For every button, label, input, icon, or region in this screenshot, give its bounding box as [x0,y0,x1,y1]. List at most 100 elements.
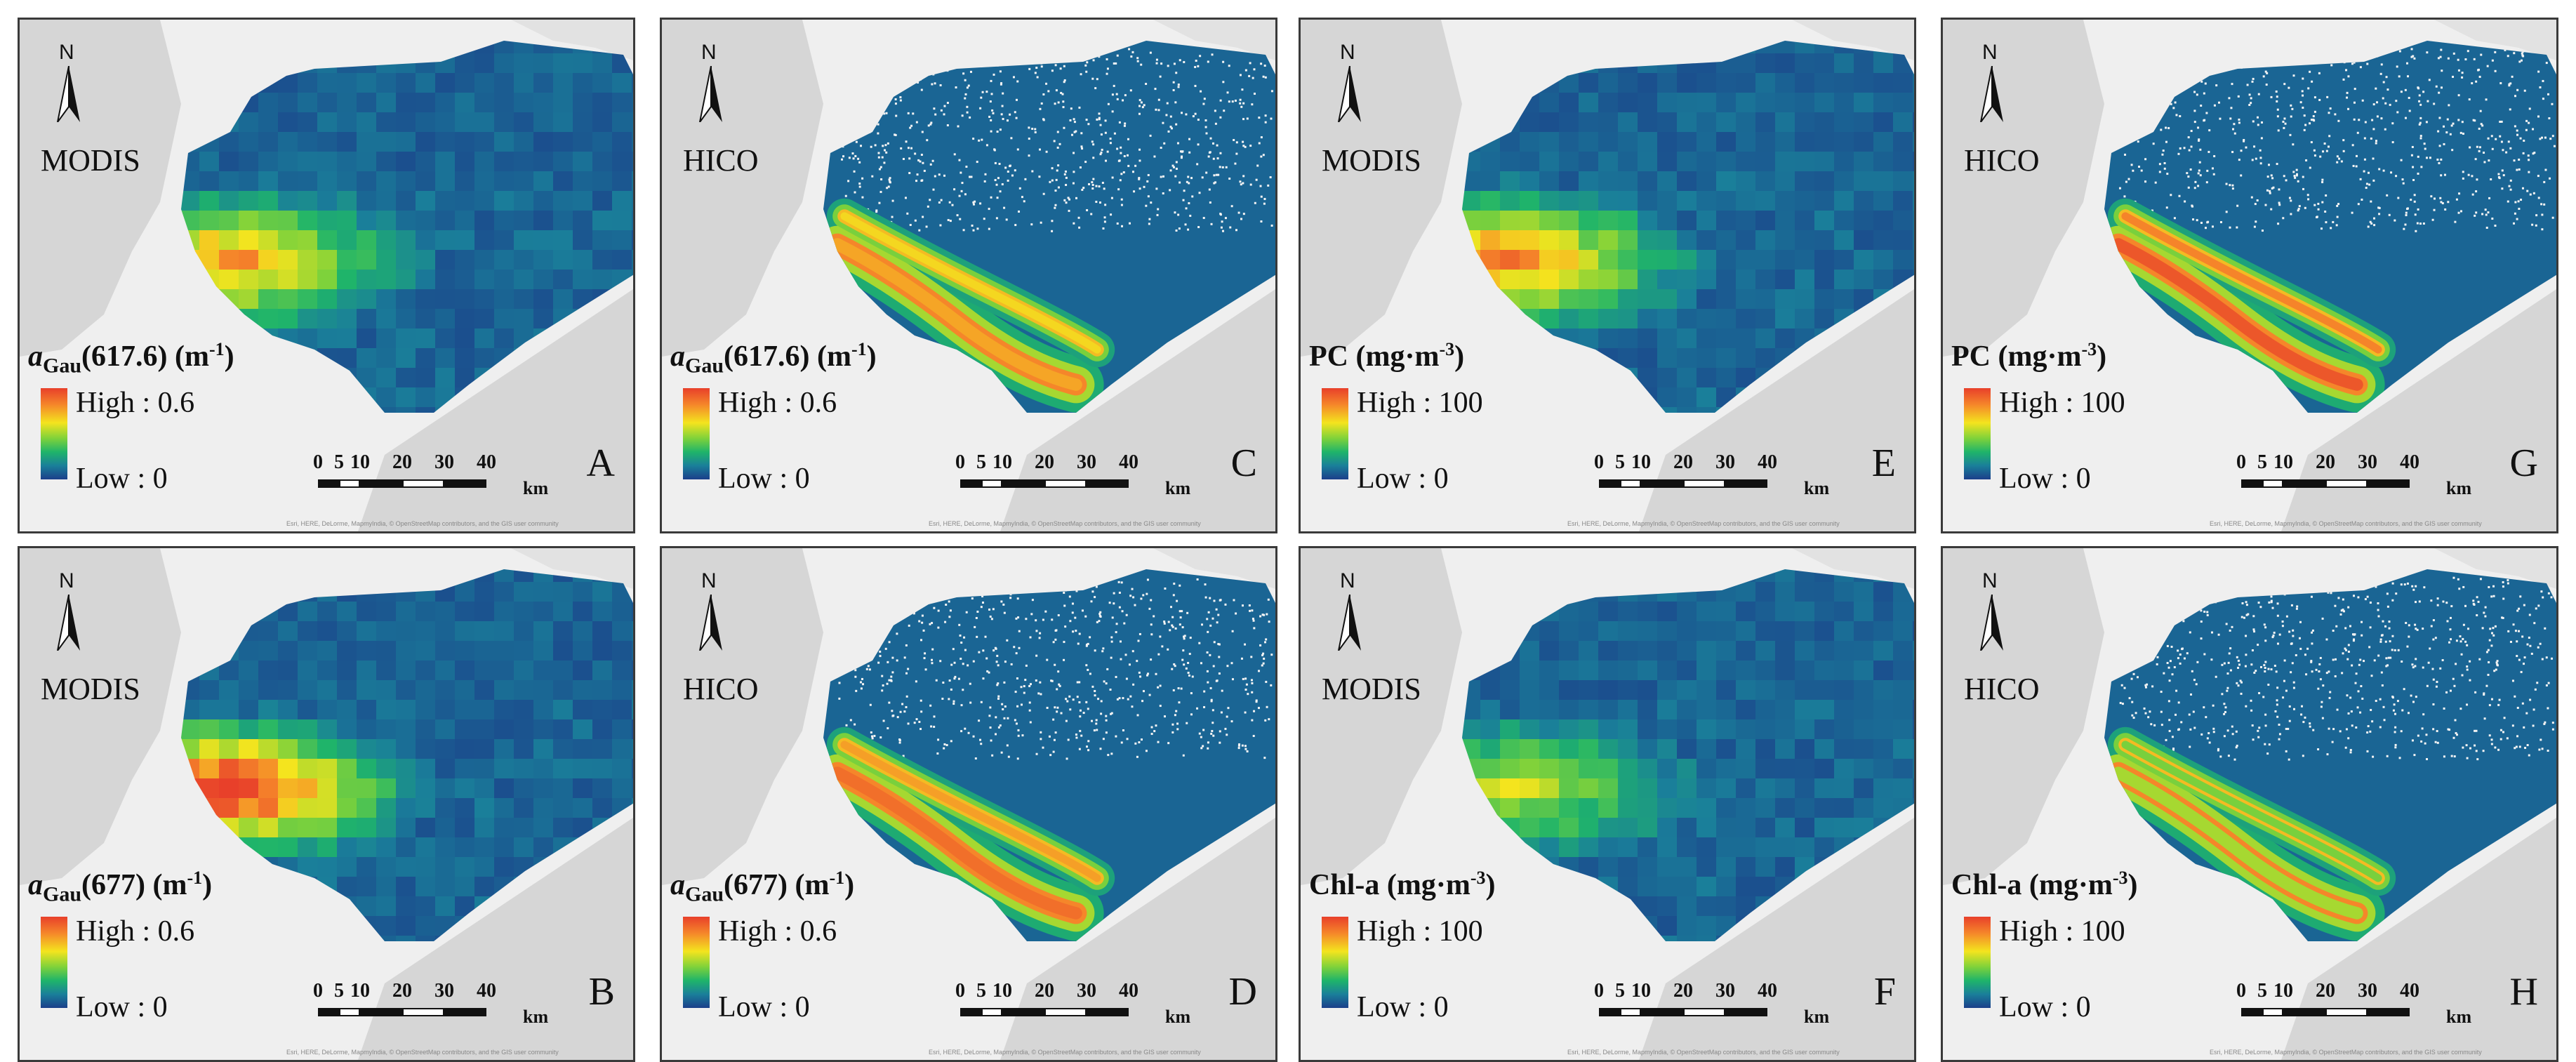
variable-subscript: Gau [43,882,82,906]
land-west [1301,548,1462,885]
scale-segment [360,1008,402,1016]
unit-exponent: -3 [1439,339,1455,359]
basemap-credit: Esri, HERE, DeLorme, MapmyIndia, © OpenS… [286,520,559,527]
scale-unit: km [1804,1007,1830,1027]
variable-units: (617.6) (m [81,340,209,373]
scale-segment [2368,479,2410,488]
map-panel-h: N HICO Chl-a (mg·m-3) High : 100 Low : 0 0 5 10… [1941,546,2558,1062]
variable-title: aGau(677) (m-1) [28,868,212,906]
panel-letter: C [1230,442,1257,485]
north-arrow-icon [1338,595,1361,651]
legend-high: High : 0.6 [76,387,195,419]
sensor-label: HICO [683,672,759,706]
legend-high: High : 100 [1357,387,1483,419]
panel-letter: E [1871,442,1896,485]
color-ramp [41,388,67,479]
scale-tick: 30 [1715,451,1735,473]
scale-tick: 5 [976,451,986,473]
legend-high: High : 100 [1357,915,1483,948]
scale-segment [444,1008,486,1016]
scale-unit: km [2446,478,2472,498]
north-label: N [59,41,74,64]
panel-letter: D [1228,970,1257,1014]
land-southeast [1000,289,1275,531]
map-canvas [1301,548,1914,1060]
variable-close: ) [224,340,234,373]
north-arrow: N [690,41,732,125]
variable-symbol: PC [1309,340,1348,373]
basemap-credit: Esri, HERE, DeLorme, MapmyIndia, © OpenS… [2210,520,2482,527]
unit-exponent: -1 [851,339,867,359]
land-west [20,548,181,885]
basemap-credit: Esri, HERE, DeLorme, MapmyIndia, © OpenS… [286,1049,559,1056]
land-northeast [1792,20,1914,60]
scale-tick: 10 [1631,451,1651,473]
variable-subscript: Gau [685,354,724,378]
scale-segment [2283,1008,2325,1016]
scale-bar: 0 5 10 20 30 40 km [2236,451,2471,500]
scale-tick: 30 [1715,980,1735,1002]
land-west [662,20,823,357]
land-west [1943,20,2104,357]
basemap-credit: Esri, HERE, DeLorme, MapmyIndia, © OpenS… [1567,520,1840,527]
map-canvas [1301,20,1914,531]
legend-high: High : 100 [1999,915,2125,948]
land-northeast [511,548,633,589]
scale-segment [2325,1008,2368,1016]
north-arrow: N [48,569,90,653]
north-label: N [59,569,74,592]
scale-tick: 0 [313,980,323,1002]
map-canvas [1943,20,2556,531]
land-northeast [1153,20,1275,60]
variable-title: Chl-a (mg·m-3) [1309,868,1496,902]
panel-letter: H [2509,970,2538,1014]
legend-high: High : 0.6 [718,387,837,419]
variable-units: (mg·m [1348,340,1440,373]
scale-tick: 20 [392,451,412,473]
scale-segment [318,1008,339,1016]
basemap-credit: Esri, HERE, DeLorme, MapmyIndia, © OpenS… [1567,1049,1840,1056]
map-canvas [20,548,633,1060]
north-label: N [701,569,717,592]
north-label: N [1340,569,1355,592]
scale-segment [1002,479,1044,488]
scale-segment [1002,1008,1044,1016]
scale-tick: 20 [392,980,412,1002]
scale-segment [2325,479,2368,488]
scale-tick: 10 [2273,451,2293,473]
scale-tick: 30 [434,980,454,1002]
color-ramp [1322,917,1348,1008]
legend-low: Low : 0 [1357,463,1449,495]
scale-bar: 0 5 10 20 30 40 km [955,451,1190,500]
scale-bar: 0 5 10 20 30 40 km [2236,980,2471,1029]
sensor-label: MODIS [41,143,140,178]
north-arrow-icon [699,595,722,651]
scale-tick: 10 [992,980,1012,1002]
scale-tick: 0 [955,980,965,1002]
north-arrow: N [1971,569,2013,653]
scale-segment [1641,479,1683,488]
scale-tick: 40 [477,980,496,1002]
unit-exponent: -1 [187,868,203,888]
variable-close: ) [866,340,877,373]
legend-high: High : 0.6 [718,915,837,948]
variable-title: PC (mg·m-3) [1951,339,2106,373]
scale-segment [981,1008,1002,1016]
variable-symbol: PC [1951,340,1991,373]
land-west [1943,548,2104,885]
land-southeast [1000,818,1275,1060]
north-label: N [1982,41,1998,64]
sensor-label: MODIS [1322,143,1421,178]
panel-letter: B [588,970,615,1014]
scale-segment [1044,1008,1087,1016]
north-label: N [701,41,717,64]
scale-tick: 40 [1119,980,1138,1002]
color-ramp [683,388,710,479]
variable-subscript: Gau [43,354,82,378]
scale-tick: 20 [2316,980,2335,1002]
unit-exponent: -1 [208,339,225,359]
scale-tick: 20 [1035,451,1054,473]
land-southeast [2281,818,2556,1060]
north-arrow-icon [1338,66,1361,122]
